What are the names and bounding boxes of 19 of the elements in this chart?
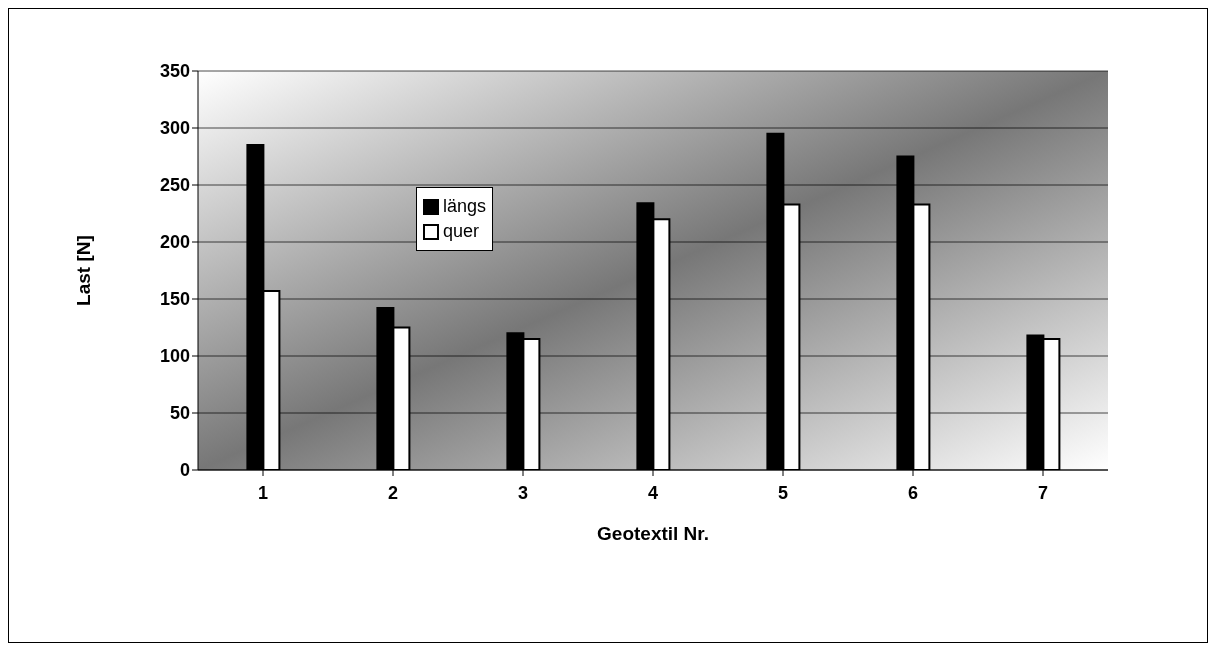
- y-tick-label: 150: [159, 289, 190, 310]
- y-axis-title: Last [N]: [72, 235, 94, 306]
- x-tick-label: 5: [777, 482, 789, 503]
- x-tick-label: 7: [1037, 482, 1049, 503]
- x-tick-label: 2: [387, 482, 399, 503]
- x-tick-label: 3: [517, 482, 529, 503]
- y-tick-label: 50: [169, 403, 190, 424]
- x-axis-title: Geotextil Nr.: [597, 523, 709, 544]
- x-tick-label: 6: [907, 482, 919, 503]
- legend-label: längs: [443, 196, 487, 217]
- legend-label: quer: [443, 221, 480, 242]
- x-tick-label: 4: [647, 482, 659, 503]
- y-tick-label: 250: [159, 175, 190, 196]
- x-tick-label: 1: [257, 482, 269, 503]
- y-tick-label: 300: [159, 118, 190, 139]
- y-tick-label: 200: [159, 232, 190, 253]
- y-tick-label: 100: [159, 346, 190, 367]
- y-tick-label: 0: [179, 460, 190, 481]
- y-tick-label: 350: [159, 61, 190, 82]
